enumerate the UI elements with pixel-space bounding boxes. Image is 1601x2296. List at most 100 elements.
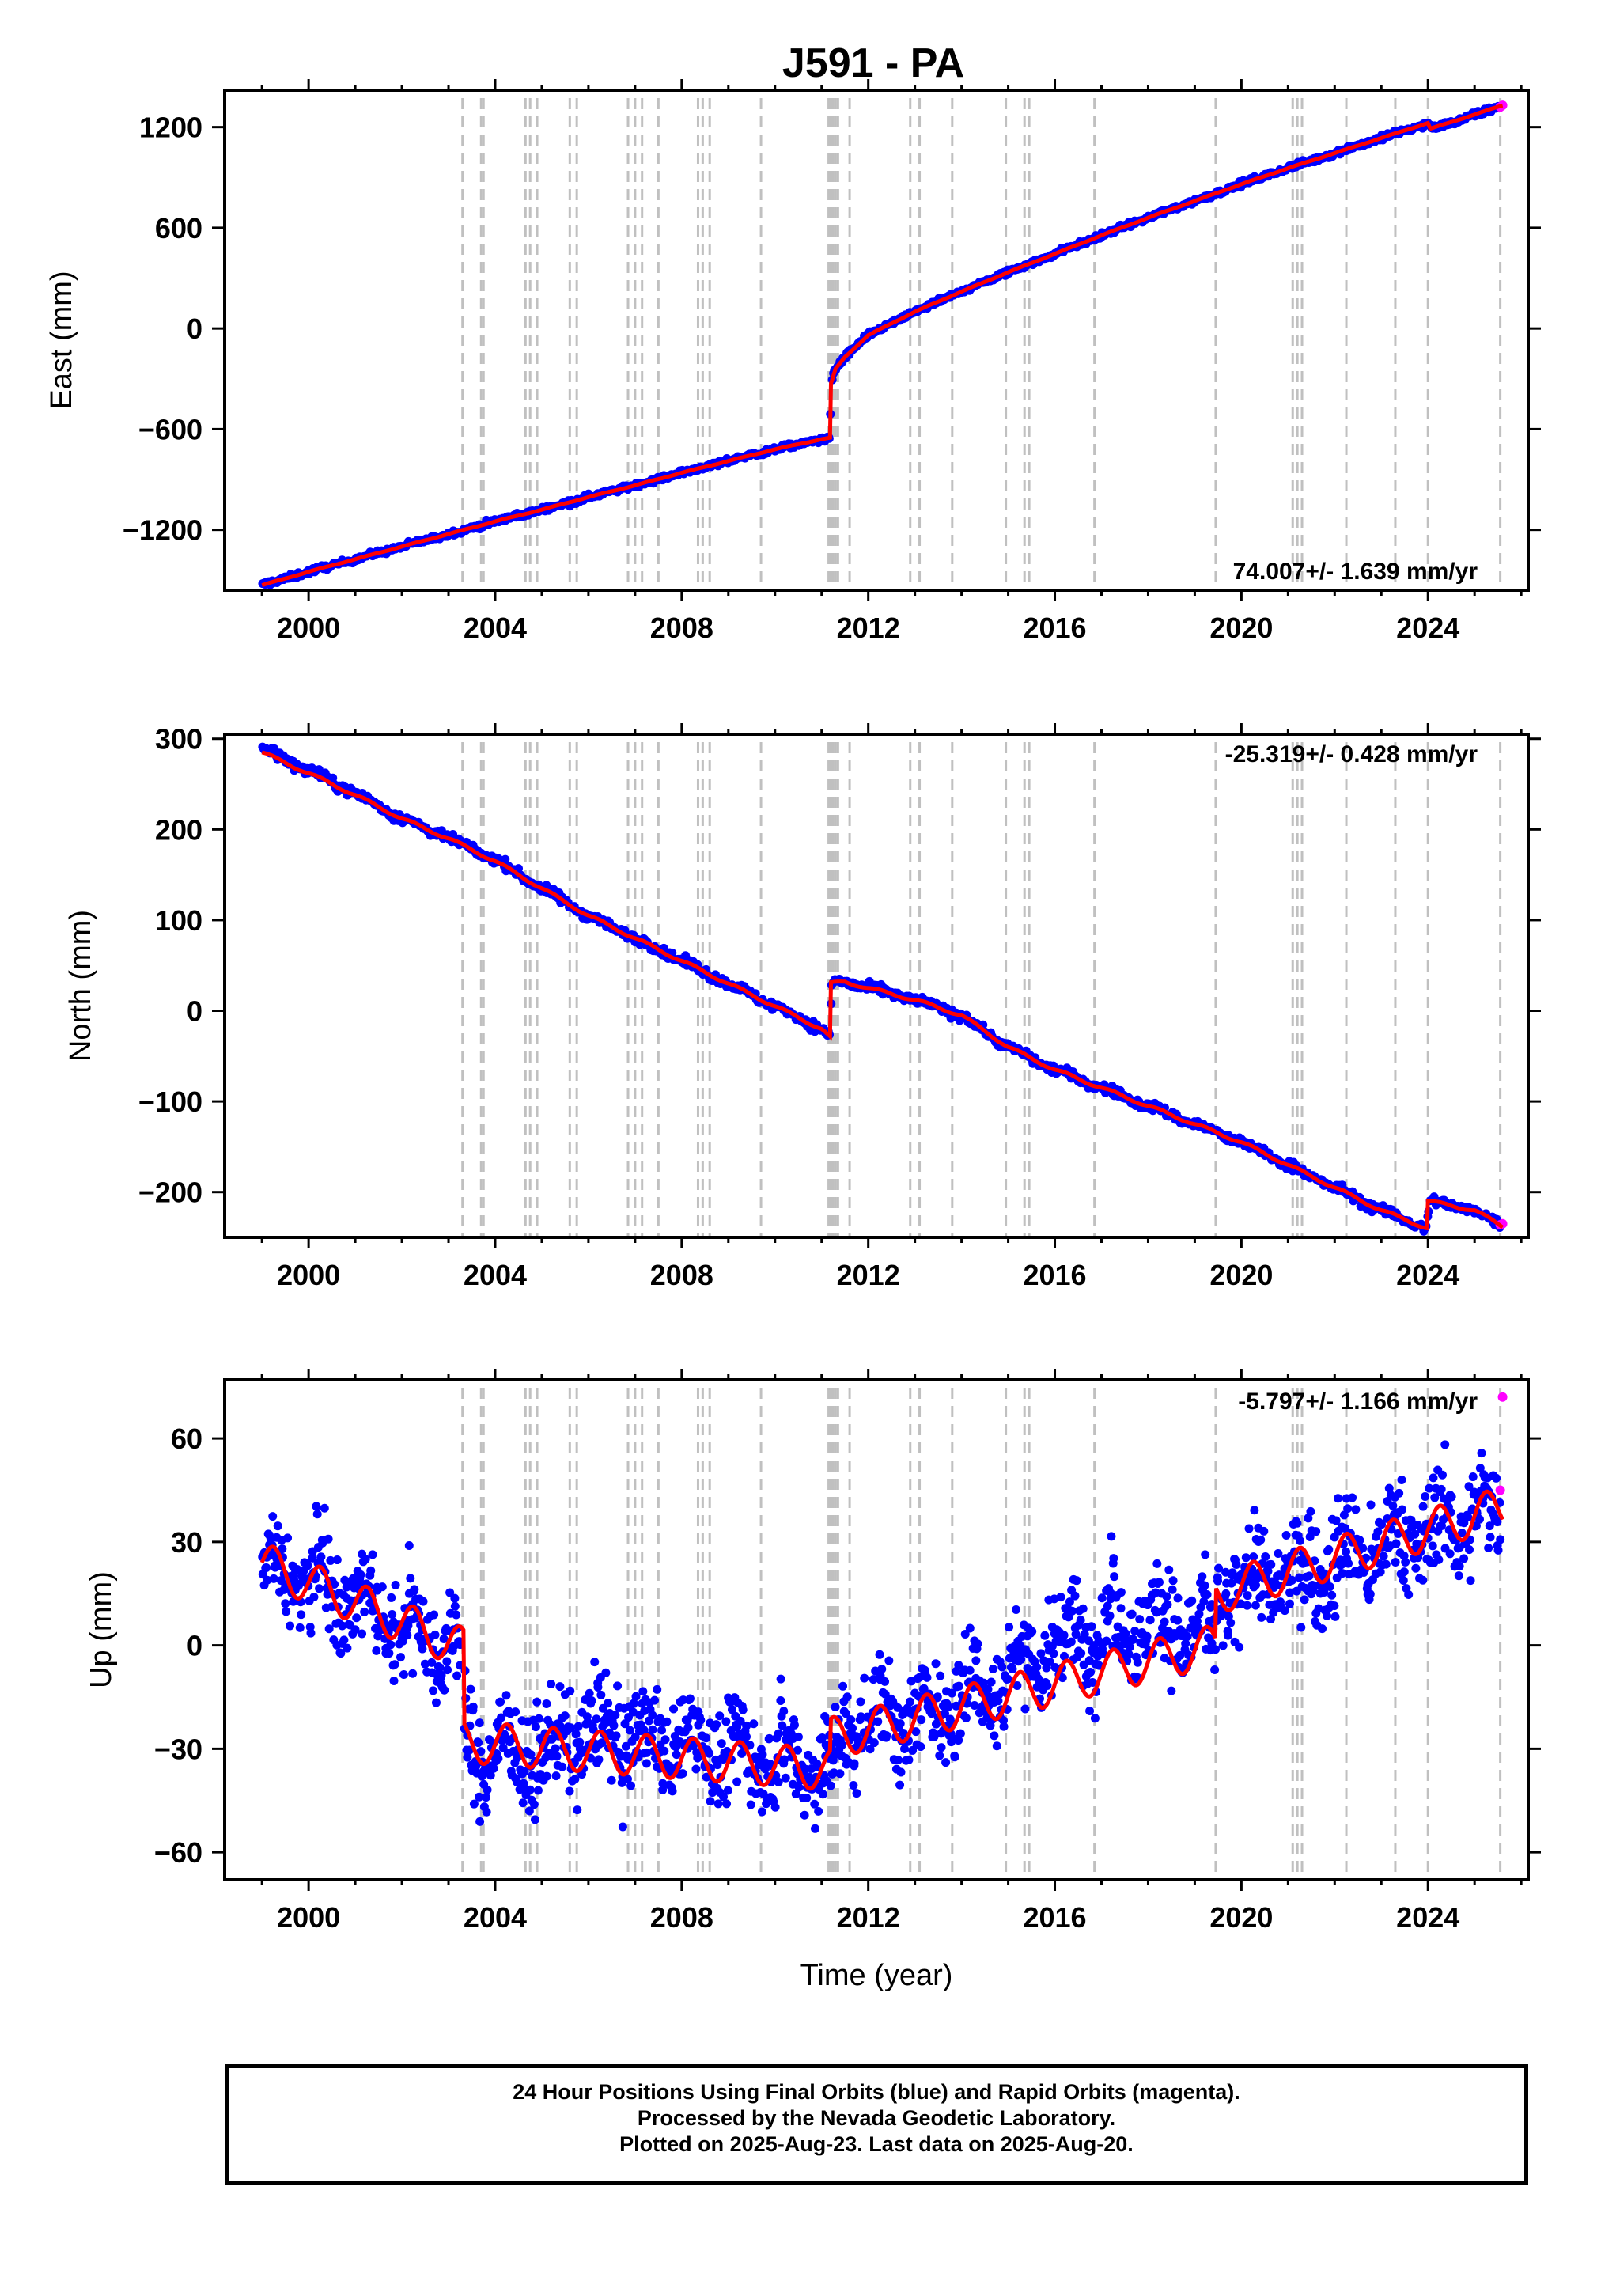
data-point	[712, 1720, 721, 1730]
data-point	[1124, 1650, 1134, 1659]
rate-label: 74.007+/- 1.639 mm/yr	[1233, 559, 1478, 585]
data-point	[1232, 1559, 1241, 1569]
data-point	[377, 1582, 387, 1592]
data-point	[1484, 1543, 1493, 1552]
data-point	[469, 1799, 479, 1809]
data-point	[486, 1771, 495, 1780]
data-point	[719, 1792, 729, 1802]
data-point	[672, 1750, 681, 1760]
data-point	[765, 1733, 774, 1743]
data-point	[1391, 1539, 1401, 1548]
data-point	[1463, 1513, 1473, 1522]
data-point	[1474, 1514, 1484, 1524]
x-tick-label: 2012	[837, 1901, 900, 1934]
data-point	[802, 1793, 812, 1802]
data-point	[551, 1744, 560, 1753]
data-point	[1445, 1549, 1455, 1559]
data-point	[1168, 1576, 1178, 1586]
y-tick-label: −60	[154, 1836, 202, 1869]
data-point	[1343, 1504, 1353, 1514]
data-point	[1243, 1601, 1252, 1610]
data-point	[404, 1540, 414, 1550]
data-point	[1067, 1606, 1077, 1616]
data-point	[1457, 1529, 1467, 1538]
data-point	[511, 1707, 520, 1717]
data-point	[1425, 1483, 1434, 1493]
x-tick-label: 2024	[1396, 1901, 1459, 1934]
y-axis: −200 −100 0 100 200 300	[138, 723, 1541, 1209]
data-point	[474, 1738, 483, 1748]
y-tick-label: 0	[187, 313, 202, 345]
data-point	[713, 1760, 722, 1770]
data-point	[533, 1786, 543, 1795]
data-point	[1319, 1587, 1329, 1597]
data-point	[961, 1713, 971, 1722]
data-point	[343, 1643, 352, 1653]
data-point	[1142, 1631, 1152, 1641]
data-point	[662, 1717, 672, 1726]
data-point	[642, 1748, 652, 1757]
data-point	[877, 1665, 887, 1674]
x-tick-label: 2020	[1209, 1901, 1273, 1934]
data-point	[1398, 1505, 1407, 1514]
data-point	[1227, 1578, 1236, 1588]
data-point	[547, 1679, 556, 1688]
data-point	[715, 1711, 725, 1721]
data-point	[575, 1737, 585, 1747]
data-point	[358, 1629, 367, 1639]
data-point	[1397, 1475, 1406, 1484]
data-point	[464, 1745, 474, 1755]
data-point	[1395, 1488, 1404, 1498]
rapid-point	[1497, 1392, 1508, 1402]
data-point	[282, 1607, 291, 1616]
data-point	[1280, 1606, 1289, 1616]
data-point	[1251, 1581, 1260, 1590]
data-point	[286, 1621, 295, 1631]
chart-title: J591 - PA	[782, 40, 964, 86]
data-point	[648, 1711, 657, 1720]
data-point	[295, 1623, 305, 1632]
data-point	[273, 1521, 282, 1531]
data-point	[793, 1732, 803, 1741]
data-point	[789, 1720, 799, 1730]
data-point	[475, 1792, 484, 1802]
data-point	[852, 1789, 861, 1798]
panel-up: 2000 2004 2008 2012 2016 2020 2024 −60 −30 0 30 60 U…	[85, 1369, 1541, 1934]
data-point	[475, 1817, 485, 1826]
data-point	[396, 1653, 405, 1662]
data-point	[1008, 1665, 1017, 1674]
data-point	[468, 1702, 478, 1711]
data-point	[846, 1715, 856, 1725]
data-point	[1379, 1552, 1388, 1561]
data-point	[551, 1771, 561, 1781]
data-point	[532, 1697, 542, 1707]
data-point	[727, 1705, 736, 1714]
model-fit-line	[261, 750, 1504, 1231]
data-point	[1327, 1590, 1337, 1600]
data-point	[1071, 1630, 1081, 1639]
event-lines	[461, 1388, 1502, 1880]
data-point	[1391, 1558, 1400, 1567]
data-point	[531, 1722, 540, 1732]
data-point	[1187, 1596, 1197, 1605]
data-point	[361, 1555, 370, 1564]
data-point	[439, 1635, 449, 1644]
data-point	[1235, 1642, 1244, 1652]
data-point	[838, 1681, 848, 1691]
data-point	[856, 1697, 865, 1707]
data-point	[706, 1797, 715, 1806]
event-lines	[461, 742, 1502, 1237]
data-point	[642, 1759, 651, 1768]
data-point	[501, 1691, 511, 1700]
data-point	[418, 1644, 427, 1654]
data-point	[1257, 1612, 1266, 1622]
data-point	[542, 1771, 551, 1781]
x-tick-label: 2016	[1023, 1259, 1086, 1291]
data-point	[657, 1726, 667, 1735]
data-point	[403, 1631, 412, 1640]
data-point	[1256, 1535, 1266, 1544]
event-lines	[461, 98, 1502, 590]
data-point	[547, 1734, 557, 1744]
data-point	[1366, 1500, 1376, 1510]
y-axis-label: East (mm)	[45, 271, 78, 409]
